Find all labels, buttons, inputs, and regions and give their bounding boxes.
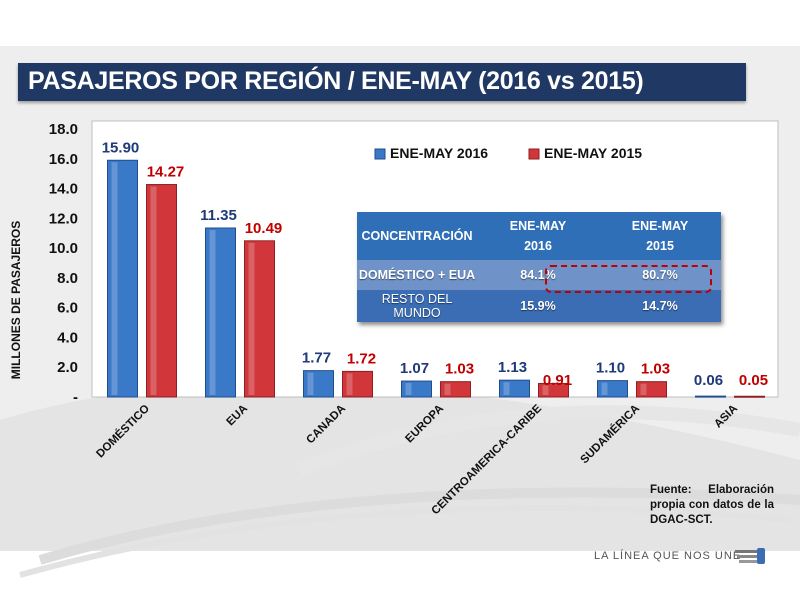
x-tick-label: CENTROAMERICA-CARIBE <box>429 402 544 517</box>
data-label-2015: 0.91 <box>543 372 572 389</box>
x-tick-label: EUA <box>224 403 250 429</box>
y-tick-label: 8.0 <box>57 270 78 287</box>
bar-2015 <box>734 395 765 398</box>
data-label-2016: 1.10 <box>596 360 625 377</box>
bar-highlight <box>405 383 412 395</box>
table-row: RESTO DEL MUNDO 15.9% 14.7% <box>357 290 721 322</box>
bar-2015 <box>440 381 471 398</box>
y-tick-label: 16.0 <box>49 151 78 168</box>
data-label-2016: 1.13 <box>498 359 527 376</box>
y-tick-label: 10.0 <box>49 240 78 257</box>
bar-highlight <box>346 373 353 395</box>
highlight-dashed-box <box>545 265 712 293</box>
data-label-2016: 1.77 <box>302 350 331 367</box>
table-header-2015: ENE-MAY 2015 <box>631 219 689 253</box>
x-tick-label: EUROPA <box>403 403 446 446</box>
table-cell: 14.7% <box>599 290 721 322</box>
bar-highlight <box>444 383 451 395</box>
data-label-2016: 0.06 <box>694 372 723 389</box>
page-title: PASAJEROS POR REGIÓN / ENE-MAY (2016 vs … <box>28 67 644 95</box>
bar-highlight <box>150 186 157 395</box>
source-note: Fuente: Elaboración propia con datos de … <box>650 484 774 526</box>
bar-highlight <box>640 383 647 395</box>
bar-2015 <box>244 240 275 398</box>
bar-2016 <box>499 379 530 398</box>
data-label-2016: 11.35 <box>200 207 237 224</box>
data-label-2015: 1.72 <box>347 350 376 367</box>
table-cell: DOMÉSTICO + EUA <box>357 260 477 290</box>
y-tick-label: - <box>73 389 78 406</box>
bar-2015 <box>538 382 569 398</box>
data-label-2015: 14.27 <box>147 164 185 181</box>
x-tick-label: DOMÉSTICO <box>94 402 152 460</box>
bar-2016 <box>695 395 726 398</box>
legend-label-2016: ENE-MAY 2016 <box>390 145 488 161</box>
x-tick-label: SUDAMÉRICA <box>578 402 642 466</box>
table-header-cell: ENE-MAY 2015 <box>599 212 721 260</box>
data-label-2016: 15.90 <box>102 139 140 156</box>
bar-2015 <box>146 184 177 398</box>
bar-2015 <box>342 370 373 398</box>
y-tick-label: 14.0 <box>49 181 78 198</box>
y-tick-label: 18.0 <box>49 121 78 138</box>
table-header-cell: ENE-MAY 2016 <box>477 212 599 260</box>
data-label-2016: 1.07 <box>400 360 429 377</box>
data-label-2015: 1.03 <box>641 361 670 378</box>
data-label-2015: 0.05 <box>739 372 768 389</box>
x-tick-label: CANADA <box>304 403 348 447</box>
bar-highlight <box>503 382 510 395</box>
y-tick-label: 12.0 <box>49 210 78 227</box>
brand-logo-icon <box>735 548 765 564</box>
bar-highlight <box>248 242 255 395</box>
data-label-2015: 10.49 <box>245 220 283 237</box>
y-tick-label: 4.0 <box>57 329 78 346</box>
data-label-2015: 1.03 <box>445 361 474 378</box>
table-cell: 15.9% <box>477 290 599 322</box>
legend-label-2015: ENE-MAY 2015 <box>544 145 642 161</box>
table-header-cell: CONCENTRACIÓN <box>357 212 477 260</box>
bar-highlight <box>542 385 549 395</box>
bar-2016 <box>597 380 628 398</box>
y-tick-label: 6.0 <box>57 300 78 317</box>
table-cell: RESTO DEL MUNDO <box>357 290 477 322</box>
y-tick-label: 2.0 <box>57 359 78 376</box>
table-header-row: CONCENTRACIÓN ENE-MAY 2016 ENE-MAY 2015 <box>357 212 721 260</box>
bar-highlight <box>601 382 608 395</box>
legend-swatch-2015 <box>528 148 540 160</box>
table-header-2016: ENE-MAY 2016 <box>509 219 567 253</box>
bar-2016 <box>303 370 334 398</box>
legend-swatch-2016 <box>374 148 386 160</box>
bar-2016 <box>401 380 432 398</box>
bar-highlight <box>111 162 118 395</box>
concentration-table: CONCENTRACIÓN ENE-MAY 2016 ENE-MAY 2015 … <box>357 212 721 322</box>
brand-slogan: LA LÍNEA QUE NOS UNE <box>594 550 742 562</box>
title-bar: PASAJEROS POR REGIÓN / ENE-MAY (2016 vs … <box>18 63 746 101</box>
bar-highlight <box>307 372 314 395</box>
x-tick-label: ASIA <box>712 403 740 431</box>
bar-2016 <box>205 227 236 398</box>
bar-2015 <box>636 381 667 398</box>
bar-highlight <box>209 230 216 395</box>
bar-2016 <box>107 159 138 398</box>
